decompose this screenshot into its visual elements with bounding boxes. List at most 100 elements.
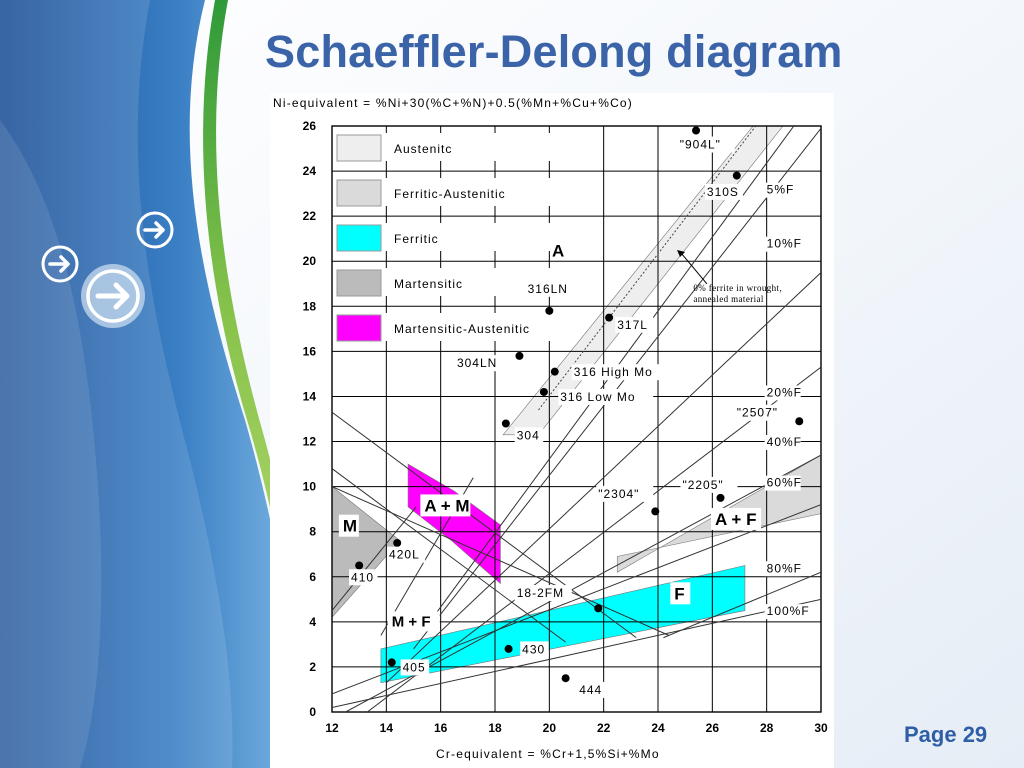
ferrite-line-label: 100%F: [767, 604, 810, 618]
region-label: M: [343, 517, 357, 536]
steel-grade-point: [355, 561, 364, 570]
x-tick-label: 18: [488, 721, 502, 735]
x-tick-label: 16: [434, 721, 448, 735]
y-tick-label: 2: [309, 660, 316, 674]
point-label-bg: [596, 485, 654, 502]
region-shape: [380, 565, 746, 684]
arrow-circle-icon: [136, 211, 174, 249]
phase-boundary-line: [332, 411, 637, 639]
point-label-bg: [615, 316, 654, 333]
ferrite-line: [367, 366, 821, 712]
x-tick-label: 28: [760, 721, 774, 735]
annotation-arrow-line: [680, 252, 708, 285]
point-label-bg: [525, 280, 574, 297]
steel-grade-point: [716, 493, 725, 502]
steel-grade-label: 304LN: [457, 356, 497, 370]
point-label-bg: [400, 659, 430, 676]
phase-boundary-line: [332, 468, 566, 643]
annotation-text: annealed material: [693, 294, 764, 304]
schaeffler-delong-diagram: 12 14 16 18 20 22 24 26 28 3002468101214161820222…: [273, 96, 828, 761]
page-number: Page 29: [904, 722, 988, 747]
phase-boundary-line: [663, 571, 821, 639]
steel-grade-label: 405: [403, 660, 426, 674]
y-tick-label: 18: [303, 299, 317, 313]
x-tick-label: 26: [706, 721, 720, 735]
ferrite-line-label: 80%F: [767, 561, 802, 575]
y-tick-label: 10: [303, 480, 317, 494]
steel-grade-label: 410: [351, 570, 374, 584]
legend-label: Martensitic: [394, 277, 463, 291]
steel-grade-label: 310S: [707, 185, 739, 199]
ferrite-label-bg: [764, 475, 801, 491]
steel-grade-label: "2205": [682, 478, 723, 492]
steel-grade-label: 430: [522, 642, 545, 656]
legend-label: Martensitic-Austenitic: [394, 322, 530, 336]
steel-grade-label: 304: [517, 428, 540, 442]
steel-grade-point: [732, 171, 741, 180]
y-tick-label: 8: [309, 525, 316, 539]
ferrite-line-label: 20%F: [767, 385, 802, 399]
steel-grade-point: [501, 419, 510, 428]
x-tick-label: 14: [380, 721, 394, 735]
ferrite-label-bg: [764, 236, 801, 252]
ferrite-line: [413, 127, 821, 650]
steel-grade-label: "2304": [598, 487, 639, 501]
region-shape: [407, 463, 501, 585]
diagram-panel: 12 14 16 18 20 22 24 26 28 30 0 2 4 6 8 10 12 14 16 18 20 22 2…: [270, 93, 834, 768]
x-axis-label: Cr-equivalent = %Cr+1,5%Si+%Mo: [436, 747, 660, 761]
steel-grade-point: [594, 604, 603, 613]
ferrite-line: [385, 272, 821, 684]
arrow-circle-icon: [41, 245, 79, 283]
y-axis-label: Ni-equivalent = %Ni+30(%C+%N)+0.5(%Mn+%C…: [273, 96, 633, 110]
steel-grade-label: 316 High Mo: [574, 365, 653, 379]
x-tick-label: 12: [325, 721, 339, 735]
y-tick-label: 6: [309, 570, 316, 584]
steel-grade-point: [795, 417, 804, 426]
x-tick-label: 20: [543, 721, 557, 735]
legend-label-bg: [382, 313, 552, 341]
ferrite-label-bg: [764, 182, 792, 198]
steel-grade-point: [605, 313, 614, 322]
ferrite-line-label: 60%F: [767, 476, 802, 490]
point-label-bg: [677, 136, 735, 153]
ferrite-label-bg: [764, 435, 801, 451]
phase-boundary-line: [332, 506, 417, 611]
arrow-circle-large-icon: [81, 264, 145, 328]
y-tick-label: 0: [309, 705, 316, 719]
point-label-bg: [454, 355, 503, 372]
ferrite-line: [332, 598, 821, 708]
steel-grade-label: 316LN: [528, 282, 568, 296]
steel-grade-point: [387, 658, 396, 667]
ferrite-label-bg: [764, 385, 801, 401]
ferrite-label-bg: [764, 561, 801, 577]
point-label-bg: [704, 183, 743, 200]
region-label: A + F: [715, 510, 756, 529]
legend-label: Austenitc: [394, 142, 452, 156]
steel-grade-point: [651, 507, 660, 516]
y-tick-label: 12: [303, 435, 317, 449]
point-label-bg: [514, 427, 544, 444]
steel-grade-point: [515, 351, 524, 360]
ferrite-label-bg: [764, 604, 810, 620]
region-label: A + M: [424, 496, 469, 515]
point-label-bg: [349, 569, 378, 586]
point-label-bg: [680, 476, 738, 493]
y-tick-label: 4: [309, 615, 316, 629]
legend-swatch: [336, 224, 382, 252]
y-tick-label: 16: [303, 344, 317, 358]
ferrite-line-label: 5%F: [767, 183, 795, 197]
steel-grade-point: [692, 126, 701, 135]
legend-label-bg: [382, 178, 552, 206]
legend-label-bg: [382, 268, 552, 296]
point-label-bg: [571, 364, 677, 381]
legend-label: Ferritic-Austenitic: [394, 187, 506, 201]
phase-boundary-line: [332, 486, 670, 636]
point-label-bg: [514, 585, 572, 602]
region-label: F: [674, 584, 684, 603]
ferrite-line-label: 10%F: [767, 237, 802, 251]
steel-grade-point: [561, 674, 570, 683]
region-label-bg: [338, 514, 359, 537]
ferrite-line-label: 40%F: [767, 435, 802, 449]
y-tick-label: 20: [303, 254, 317, 268]
region-label-bg: [387, 611, 440, 632]
